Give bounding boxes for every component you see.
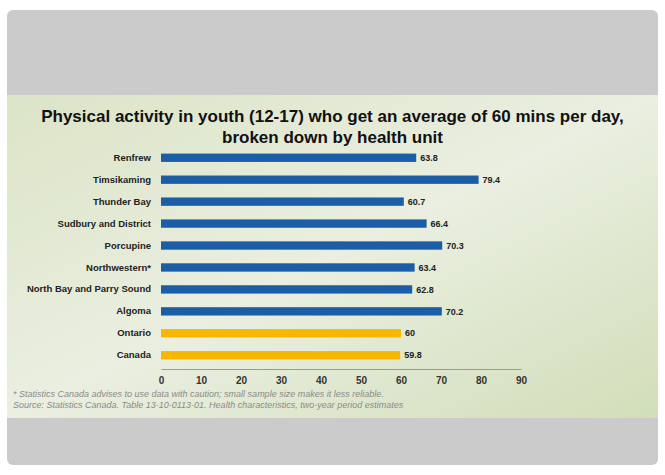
- category-label: Sudbury and District: [58, 218, 152, 229]
- data-label: 63.8: [420, 153, 438, 163]
- data-label: 63.4: [419, 263, 437, 273]
- y-tick: North Bay and Parry Sound: [27, 283, 161, 294]
- bar: [161, 285, 412, 293]
- x-tick: 60: [396, 369, 408, 386]
- x-axis-line: [162, 369, 522, 370]
- x-tick-label: 80: [476, 375, 488, 386]
- x-tick-label: 90: [516, 375, 528, 386]
- background: [0, 0, 665, 475]
- x-tick: 50: [356, 369, 368, 386]
- x-tick: 10: [196, 369, 208, 386]
- category-label: Thunder Bay: [93, 196, 152, 207]
- y-tick: Ontario: [117, 327, 161, 338]
- photo-band: [7, 95, 658, 418]
- bar: [161, 176, 479, 184]
- bar: [161, 307, 442, 315]
- category-label: Northwestern*: [86, 262, 151, 273]
- category-label: Renfrew: [114, 152, 152, 163]
- x-tick: 90: [516, 369, 528, 386]
- x-tick-label: 40: [316, 375, 328, 386]
- title-line: Physical activity in youth (12-17) who g…: [41, 107, 624, 126]
- data-label: 59.8: [404, 350, 422, 360]
- annotations: * Statistics Canada advises to use data …: [13, 389, 404, 410]
- x-tick-label: 60: [396, 375, 408, 386]
- x-tick-label: 70: [436, 375, 448, 386]
- annotation: Source: Statistics Canada. Table 13-10-0…: [13, 400, 404, 410]
- data-label: 62.8: [416, 285, 434, 295]
- bar: [161, 219, 427, 227]
- bar: [161, 351, 400, 359]
- data-label: 60.7: [408, 197, 426, 207]
- data-label: 66.4: [431, 219, 449, 229]
- x-tick-label: 0: [159, 375, 165, 386]
- chart: Physical activity in youth (12-17) who g…: [0, 0, 665, 475]
- x-tick: 30: [276, 369, 288, 386]
- y-axis: Renfrew Timsikaming Thunder Bay Sudbury and…: [27, 152, 161, 360]
- data-label: 70.2: [446, 307, 464, 317]
- y-tick: Timsikaming: [93, 174, 161, 185]
- x-axis: 0 10 20 30 40 50 60 70 80 90: [159, 369, 528, 386]
- data-label: 79.4: [483, 175, 501, 185]
- bars: [161, 154, 479, 360]
- photo-overlay: [7, 95, 658, 418]
- data-labels: 63.8 79.4 60.7 66.4 70.3 63.4 62.8 70.2 60 59.8: [404, 153, 500, 360]
- y-tick: Renfrew: [114, 152, 161, 163]
- category-label: Porcupine: [105, 240, 151, 251]
- category-label: Timsikaming: [93, 174, 151, 185]
- bar: [161, 197, 404, 205]
- data-label: 70.3: [446, 241, 464, 251]
- data-label: 60: [405, 328, 415, 338]
- x-tick-label: 20: [236, 375, 248, 386]
- y-tick: Porcupine: [105, 240, 161, 251]
- y-tick: Northwestern*: [86, 262, 161, 273]
- title-line: broken down by health unit: [222, 128, 443, 147]
- category-label: Canada: [117, 349, 152, 360]
- y-tick: Sudbury and District: [58, 218, 161, 229]
- x-tick-label: 30: [276, 375, 288, 386]
- title: Physical activity in youth (12-17) who g…: [41, 107, 624, 147]
- y-tick: Canada: [117, 349, 161, 360]
- x-tick: 70: [436, 369, 448, 386]
- category-label: Ontario: [117, 327, 151, 338]
- bar: [161, 241, 442, 249]
- x-tick: 80: [476, 369, 488, 386]
- bar: [161, 263, 415, 271]
- category-label: Algoma: [116, 305, 152, 316]
- category-label: North Bay and Parry Sound: [27, 283, 151, 294]
- annotation: * Statistics Canada advises to use data …: [13, 389, 384, 399]
- bar: [161, 154, 416, 162]
- y-tick: Algoma: [116, 305, 161, 316]
- x-tick: 0: [159, 369, 165, 386]
- x-tick-label: 10: [196, 375, 208, 386]
- y-tick: Thunder Bay: [93, 196, 161, 207]
- x-tick: 20: [236, 369, 248, 386]
- x-tick: 40: [316, 369, 328, 386]
- bar: [161, 329, 401, 337]
- x-tick-label: 50: [356, 375, 368, 386]
- card: [7, 10, 658, 465]
